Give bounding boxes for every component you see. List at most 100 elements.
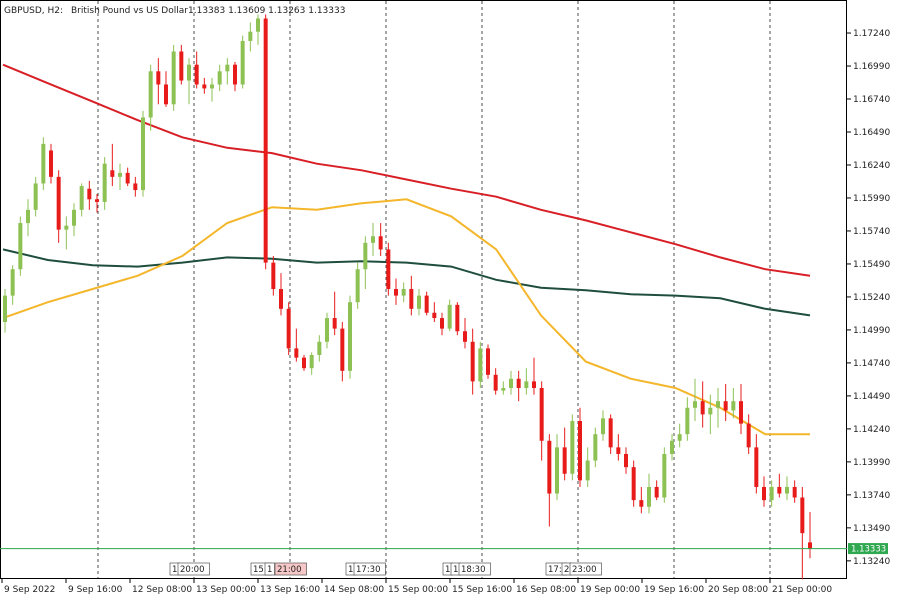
candle[interactable] xyxy=(263,14,268,270)
candle[interactable] xyxy=(662,447,667,503)
candle[interactable] xyxy=(125,167,130,187)
candle[interactable] xyxy=(233,62,237,92)
candle[interactable] xyxy=(493,368,498,395)
candle[interactable] xyxy=(325,312,329,349)
candle[interactable] xyxy=(524,368,529,395)
candle[interactable] xyxy=(363,236,368,290)
candle[interactable] xyxy=(194,51,199,89)
candle[interactable] xyxy=(386,242,391,296)
candle[interactable] xyxy=(217,64,222,92)
candle[interactable] xyxy=(708,394,713,435)
candle[interactable] xyxy=(371,223,375,257)
candle[interactable] xyxy=(570,414,575,481)
candle[interactable] xyxy=(670,434,674,461)
candle[interactable] xyxy=(401,282,406,303)
candle[interactable] xyxy=(240,35,245,89)
candle[interactable] xyxy=(348,295,352,379)
candle[interactable] xyxy=(56,170,61,243)
candle[interactable] xyxy=(294,328,299,362)
candle[interactable] xyxy=(79,183,84,217)
candle[interactable] xyxy=(210,77,214,102)
candle[interactable] xyxy=(478,341,483,388)
candle[interactable] xyxy=(279,273,283,316)
candle[interactable] xyxy=(731,387,736,419)
candle[interactable] xyxy=(118,163,122,191)
candle[interactable] xyxy=(716,387,720,428)
candle[interactable] xyxy=(762,476,766,507)
candle[interactable] xyxy=(3,289,7,333)
candle[interactable] xyxy=(256,14,260,45)
candle[interactable] xyxy=(102,157,107,210)
candle[interactable] xyxy=(685,397,690,441)
candle[interactable] xyxy=(578,407,582,487)
candle[interactable] xyxy=(463,318,467,349)
candle[interactable] xyxy=(777,473,782,498)
candle[interactable] xyxy=(723,384,728,421)
candle[interactable] xyxy=(309,352,314,375)
candle[interactable] xyxy=(271,256,276,296)
candle[interactable] xyxy=(64,216,69,250)
candle[interactable] xyxy=(769,480,774,507)
candle[interactable] xyxy=(693,378,697,421)
candle[interactable] xyxy=(49,143,53,184)
candle[interactable] xyxy=(631,460,636,507)
candle[interactable] xyxy=(516,370,521,402)
candle[interactable] xyxy=(317,335,322,362)
candle[interactable] xyxy=(647,473,651,514)
candle[interactable] xyxy=(562,427,567,481)
candle[interactable] xyxy=(148,64,153,131)
candle[interactable] xyxy=(432,302,437,323)
candle[interactable] xyxy=(785,476,789,501)
candle[interactable] xyxy=(677,423,682,448)
candle[interactable] xyxy=(447,299,452,332)
candle[interactable] xyxy=(470,328,475,395)
candle[interactable] xyxy=(87,180,92,210)
candle[interactable] xyxy=(555,434,559,501)
candle[interactable] xyxy=(654,480,659,501)
candle[interactable] xyxy=(417,289,421,316)
candle[interactable] xyxy=(800,486,805,580)
candle[interactable] xyxy=(424,291,429,316)
candle[interactable] xyxy=(10,265,15,305)
candle[interactable] xyxy=(501,381,506,395)
candle[interactable] xyxy=(616,434,621,461)
candle[interactable] xyxy=(110,143,115,187)
candles[interactable] xyxy=(3,14,812,580)
candle[interactable] xyxy=(202,77,207,94)
candle[interactable] xyxy=(624,447,628,474)
candle[interactable] xyxy=(332,291,337,336)
candle[interactable] xyxy=(394,278,398,305)
candle[interactable] xyxy=(700,381,705,428)
candle[interactable] xyxy=(532,357,536,395)
candle[interactable] xyxy=(509,370,513,395)
candle[interactable] xyxy=(18,216,23,276)
candle[interactable] xyxy=(639,486,644,514)
candle[interactable] xyxy=(302,354,306,371)
candle[interactable] xyxy=(601,410,605,441)
candle[interactable] xyxy=(539,381,544,461)
candle[interactable] xyxy=(355,262,360,309)
candle[interactable] xyxy=(133,176,138,197)
candle[interactable] xyxy=(547,434,552,527)
candle[interactable] xyxy=(440,312,444,336)
candle[interactable] xyxy=(585,447,590,487)
candle[interactable] xyxy=(608,414,613,454)
candle[interactable] xyxy=(808,512,812,559)
candle[interactable] xyxy=(340,322,345,382)
candle[interactable] xyxy=(141,110,145,197)
candle[interactable] xyxy=(486,344,490,379)
candle[interactable] xyxy=(33,176,38,217)
candle[interactable] xyxy=(286,302,291,355)
candle[interactable] xyxy=(378,223,383,257)
candle[interactable] xyxy=(455,302,460,336)
candle[interactable] xyxy=(41,137,46,191)
candle[interactable] xyxy=(179,44,184,85)
candle[interactable] xyxy=(739,384,743,435)
candle[interactable] xyxy=(225,58,230,85)
candle[interactable] xyxy=(95,194,99,213)
candle[interactable] xyxy=(171,44,176,111)
candle[interactable] xyxy=(248,22,253,52)
candle[interactable] xyxy=(26,199,30,237)
candle[interactable] xyxy=(409,275,414,316)
